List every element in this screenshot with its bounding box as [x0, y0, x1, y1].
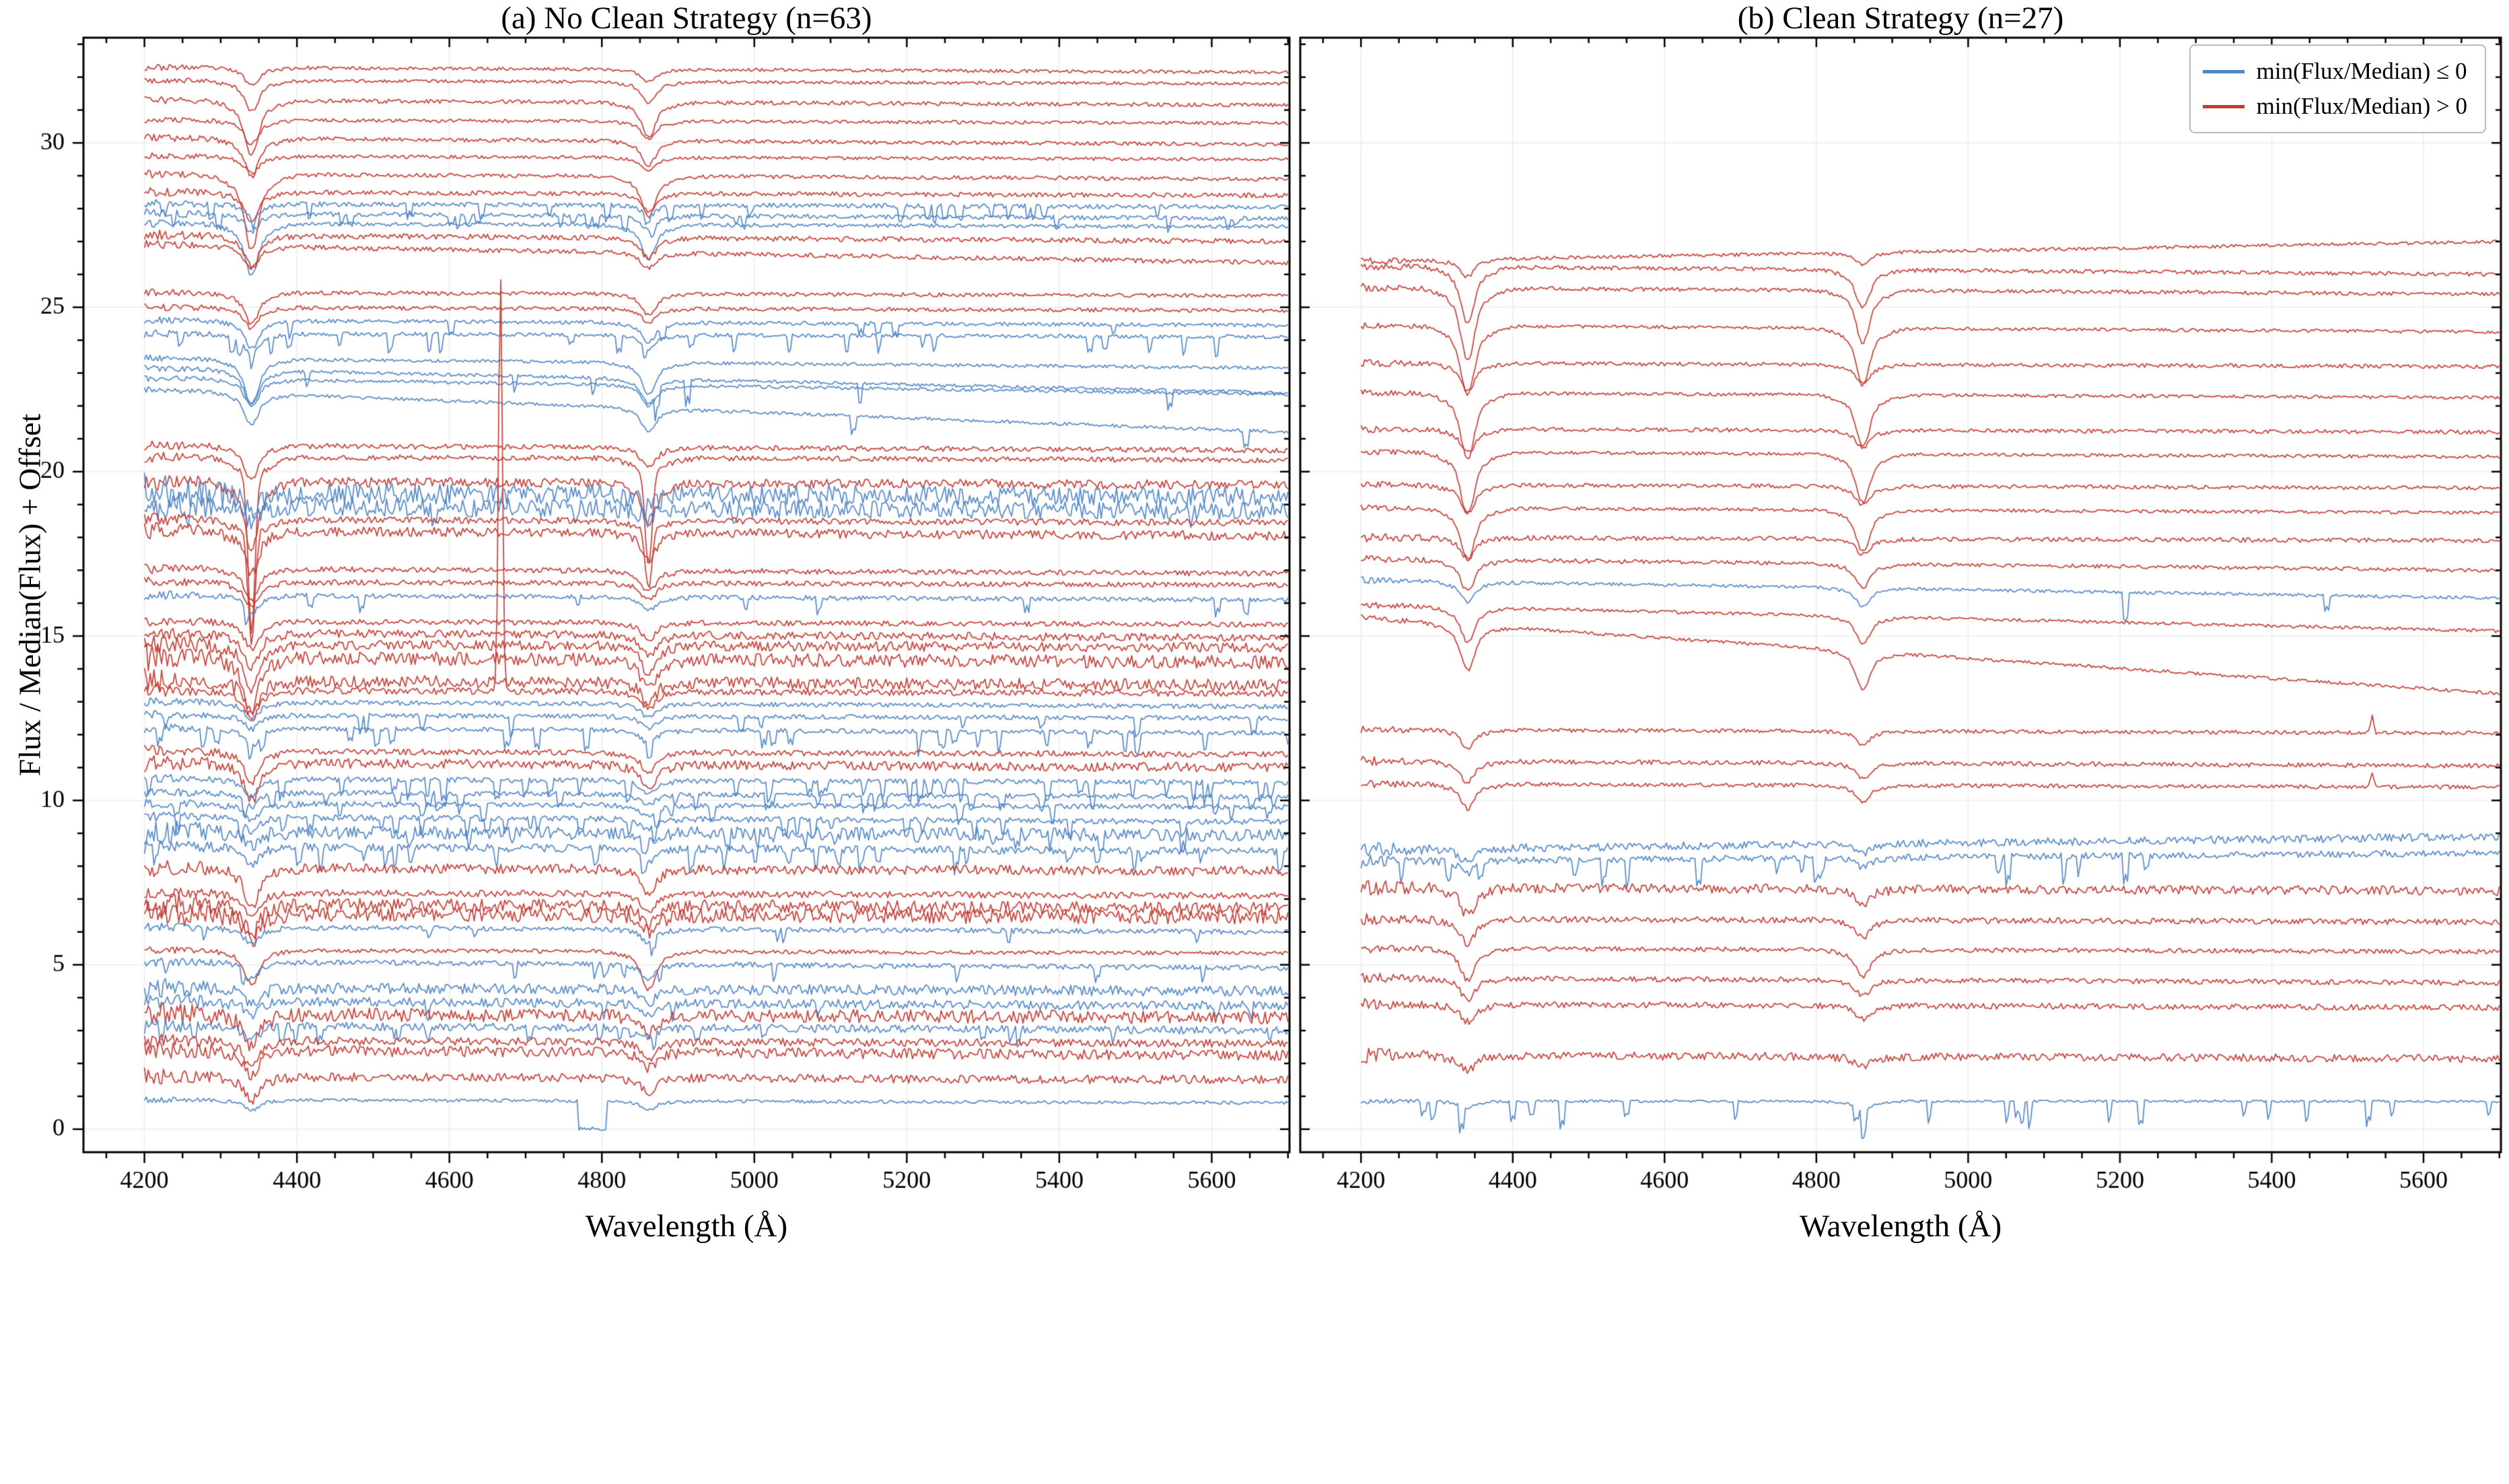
panel-a-title: (a) No Clean Strategy (n=63): [501, 1, 872, 36]
y-axis-label: Flux / Median(Flux) + Offset: [12, 413, 47, 777]
legend-label-blue: min(Flux/Median) ≤ 0: [2256, 58, 2467, 84]
panel-a-xlabel: Wavelength (Å): [585, 1209, 788, 1244]
legend-label-red: min(Flux/Median) > 0: [2256, 93, 2467, 119]
legend-item-blue: min(Flux/Median) ≤ 0: [2202, 54, 2467, 89]
panel-b-xlabel: Wavelength (Å): [1799, 1209, 2002, 1244]
legend-line-blue-icon: [2202, 69, 2245, 73]
panel-b-title: (b) Clean Strategy (n=27): [1737, 1, 2064, 36]
legend: min(Flux/Median) ≤ 0 min(Flux/Median) > …: [2189, 44, 2486, 133]
legend-item-red: min(Flux/Median) > 0: [2202, 89, 2467, 124]
legend-line-red-icon: [2202, 104, 2245, 108]
